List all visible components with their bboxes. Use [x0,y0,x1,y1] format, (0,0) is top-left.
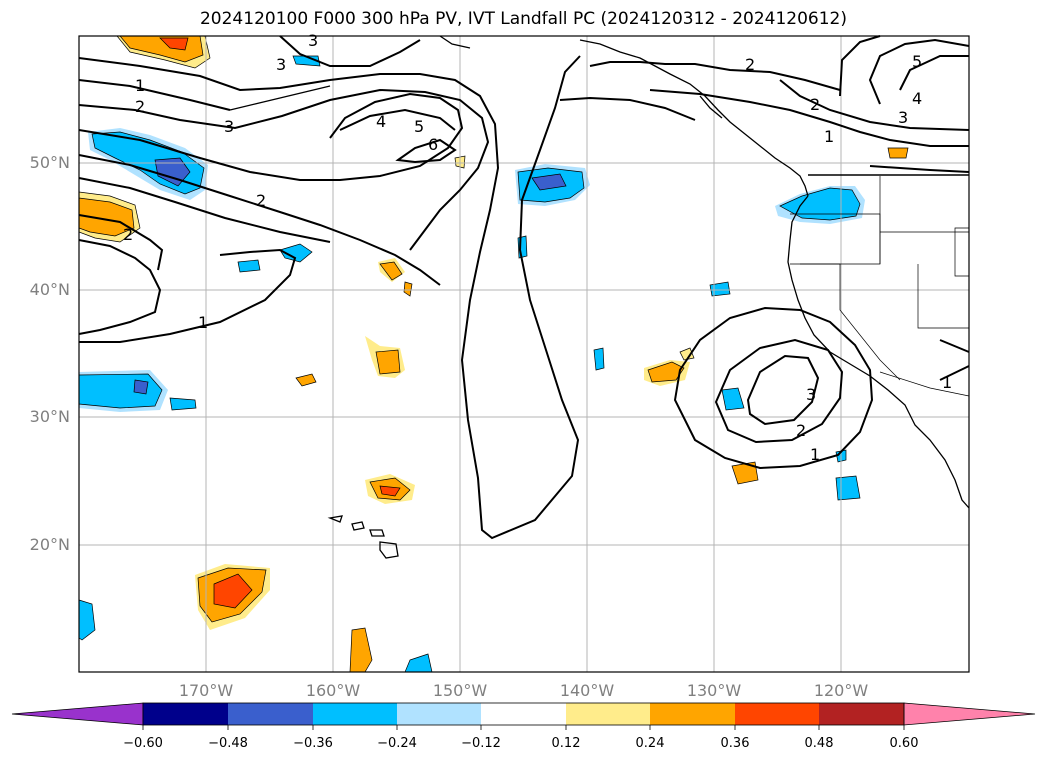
colorbar-extend-high [903,702,1036,726]
gridlines [79,36,969,672]
colorbar-bin [228,703,313,725]
lon-label: 140°W [559,681,615,700]
map-frame [78,35,970,673]
colorbar-tick-label: −0.24 [377,736,417,751]
contour-label: 3 [806,385,816,404]
contour-label: 3 [224,117,234,136]
contour-label: 4 [376,112,386,131]
lat-label: 20°N [29,535,70,554]
contour-label: 5 [912,52,922,71]
colorbar-tick-label: 0.60 [889,736,919,751]
colorbar-tick-label: −0.36 [293,736,333,751]
lat-label: 50°N [29,153,70,172]
contour-label: 1 [942,373,952,392]
contour-label: 2 [256,191,266,210]
colorbar-tick-label: 0.12 [551,736,581,751]
contour-label: 3 [898,108,908,127]
colorbar-bin [397,703,481,725]
lon-label: 130°W [686,681,742,700]
plot-title: 2024120100 F000 300 hPa PV, IVT Landfall… [199,9,847,29]
contour-label: 2 [796,421,806,440]
contour-label: 2 [135,97,145,116]
contour-label: 6 [428,135,438,154]
lon-label: 150°W [432,681,488,700]
lon-label: 120°W [813,681,869,700]
lon-label: 160°W [305,681,361,700]
lat-label: 40°N [29,280,70,299]
contour-label: 1 [824,127,834,146]
lon-label: 170°W [178,681,234,700]
colorbar-tick-label: −0.48 [208,736,248,751]
colorbar-tick-label: 0.36 [720,736,750,751]
contour-label: 2 [810,95,820,114]
coastlines [229,35,970,559]
contour-label: 2 [745,55,755,74]
colorbar-frame [142,702,905,726]
contour-label: 5 [414,117,424,136]
colorbar-bin [313,703,397,725]
colorbar-bin [143,703,228,725]
contour-label: 1 [135,76,145,95]
colorbar-bin [650,703,735,725]
contour-label: 4 [912,89,922,108]
contour-label: 1 [810,445,820,464]
colorbar-tick-label: 0.48 [804,736,834,751]
colorbar-extend-low [11,702,144,726]
colorbar-bin [735,703,819,725]
colorbar-tick-label: −0.12 [461,736,501,751]
contour-labels: 1 2 3 4 5 6 1 2 3 1 2 3 4 5 2 1 1 2 3 2 … [123,31,952,464]
colorbar-bin [481,703,566,725]
colorbar [11,702,1036,730]
contour-label: 3 [308,31,318,50]
colorbar-tick-label: 0.24 [635,736,665,751]
colorbar-tick-label: −0.60 [123,736,163,751]
contour-lines [78,35,970,540]
lat-label: 30°N [29,407,70,426]
contour-label: 3 [276,55,286,74]
contour-label: 1 [198,313,208,332]
colorbar-bin [819,703,904,725]
contour-label: 2 [123,225,133,244]
colorbar-bin [566,703,650,725]
